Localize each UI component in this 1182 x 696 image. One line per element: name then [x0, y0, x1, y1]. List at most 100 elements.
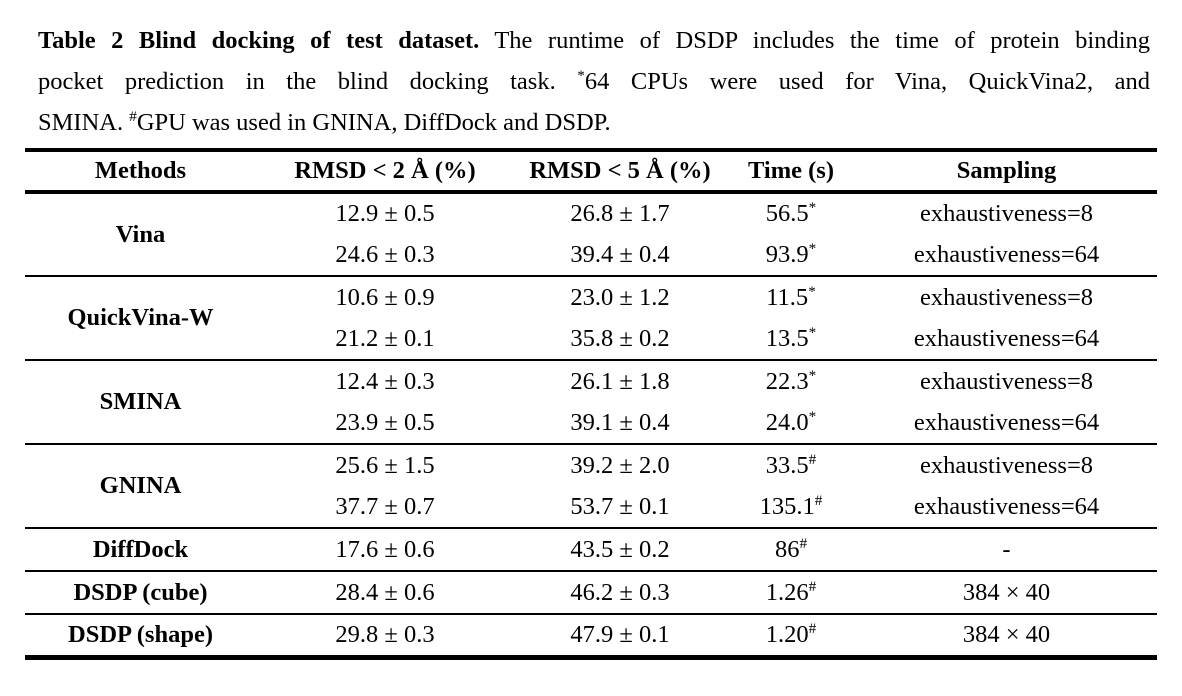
- time-value: 22.3*: [726, 360, 856, 402]
- rmsd2-value: 24.6 ± 0.3: [335, 240, 435, 268]
- rmsd5-value: 35.8 ± 0.2: [570, 324, 670, 352]
- caption-title: Table 2 Blind docking of test dataset.: [38, 27, 480, 54]
- cpu-footnote-marker: *: [808, 282, 816, 300]
- gpu-footnote-marker: #: [799, 534, 808, 552]
- table-row: 23.9 ± 0.5 39.1 ± 0.4 24.0* exhaustivene…: [25, 402, 1157, 444]
- time-number: 13.5: [765, 324, 809, 352]
- cpu-footnote-marker: *: [808, 366, 817, 384]
- rmsd2-value: 21.2 ± 0.1: [335, 324, 435, 352]
- method-name-diffdock: DiffDock: [92, 535, 189, 563]
- sampling-value: exhaustiveness=64: [913, 492, 1100, 520]
- table-row: DSDP (cube) 28.4 ± 0.6 46.2 ± 0.3 1.26# …: [25, 571, 1157, 614]
- cpu-footnote-marker: *: [808, 239, 817, 257]
- method-name-vina: Vina: [115, 220, 166, 248]
- sampling-value: exhaustiveness=64: [913, 324, 1100, 352]
- asterisk-footnote-marker: *: [577, 66, 585, 84]
- table-row: GNINA 25.6 ± 1.5 39.2 ± 2.0 33.5# exhaus…: [25, 444, 1157, 499]
- rmsd5-value: 53.7 ± 0.1: [570, 492, 670, 520]
- col-header-rmsd5: RMSD < 5 Å (%): [514, 150, 726, 194]
- cpu-footnote-marker: *: [808, 323, 817, 341]
- group-vina: Vina 12.9 ± 0.5 26.8 ± 1.7 56.5* exhaust…: [25, 192, 1157, 276]
- time-value: 33.5#: [726, 444, 856, 486]
- rmsd2-value: 12.9 ± 0.5: [335, 200, 435, 227]
- rmsd5-value: 23.0 ± 1.2: [570, 283, 670, 311]
- gpu-footnote-marker: #: [808, 619, 817, 637]
- rmsd5-value: 26.8 ± 1.7: [570, 200, 670, 227]
- col-header-time: Time (s): [726, 150, 856, 194]
- rmsd5-value: 46.2 ± 0.3: [570, 578, 670, 606]
- time-number: 33.5: [765, 451, 809, 479]
- gpu-footnote-marker: #: [808, 577, 817, 595]
- rmsd2-value: 29.8 ± 0.3: [335, 620, 435, 648]
- table-row: QuickVina-W 10.6 ± 0.9 23.0 ± 1.2 11.5* …: [25, 276, 1157, 331]
- rmsd2-value: 37.7 ± 0.7: [335, 492, 435, 520]
- table-row: 37.7 ± 0.7 53.7 ± 0.1 135.1# exhaustiven…: [25, 486, 1157, 528]
- results-table: Methods RMSD < 2 Å (%) RMSD < 5 Å (%) Ti…: [25, 148, 1157, 660]
- time-value: 1.20#: [726, 614, 856, 657]
- col-header-sampling: Sampling: [856, 150, 1157, 194]
- method-name-dsdp-cube: DSDP (cube): [73, 578, 208, 606]
- time-number: 22.3: [765, 367, 809, 395]
- method-name-gnina: GNINA: [99, 472, 182, 499]
- time-value: 13.5*: [726, 318, 856, 360]
- caption-line-3: SMINA. #GPU was used in GNINA, DiffDock …: [38, 102, 1150, 143]
- sampling-value: exhaustiveness=8: [919, 451, 1094, 479]
- rmsd5-value: 39.4 ± 0.4: [570, 240, 670, 268]
- caption-text-1: The runtime of DSDP includes the time of…: [479, 27, 1151, 54]
- col-header-rmsd2: RMSD < 2 Å (%): [256, 150, 514, 194]
- sampling-value: exhaustiveness=8: [919, 200, 1094, 227]
- group-dsdp-shape: DSDP (shape) 29.8 ± 0.3 47.9 ± 0.1 1.20#…: [25, 614, 1157, 657]
- time-number: 86: [774, 535, 800, 563]
- caption-line-2: pocket prediction in the blind docking t…: [38, 61, 1150, 102]
- time-value: 135.1#: [726, 486, 856, 528]
- hash-footnote-marker: #: [129, 107, 137, 125]
- time-value: 1.26#: [726, 571, 856, 614]
- sampling-value: exhaustiveness=64: [913, 240, 1100, 268]
- gpu-footnote-marker: #: [808, 450, 817, 468]
- table-row: 24.6 ± 0.3 39.4 ± 0.4 93.9* exhaustivene…: [25, 234, 1157, 276]
- table-row: SMINA 12.4 ± 0.3 26.1 ± 1.8 22.3* exhaus…: [25, 360, 1157, 415]
- method-name-dsdp-shape: DSDP (shape): [68, 620, 213, 648]
- caption-text-4: SMINA.: [38, 109, 130, 136]
- time-number: 1.26: [765, 578, 809, 606]
- rmsd2-value: 17.6 ± 0.6: [335, 535, 435, 563]
- rmsd5-value: 39.2 ± 2.0: [570, 451, 670, 479]
- cpu-footnote-marker: *: [808, 198, 817, 216]
- caption-text-5: GPU was used in GNINA, DiffDock and DSDP…: [136, 109, 611, 136]
- table-row: 21.2 ± 0.1 35.8 ± 0.2 13.5* exhaustivene…: [25, 318, 1157, 360]
- cpu-footnote-marker: *: [808, 407, 817, 425]
- time-number: 56.5: [765, 200, 809, 227]
- gpu-footnote-marker: #: [814, 491, 823, 509]
- rmsd2-value: 23.9 ± 0.5: [335, 408, 435, 436]
- caption-text-3: 64 CPUs were used for Vina, QuickVina2, …: [584, 68, 1150, 95]
- time-number: 24.0: [765, 408, 809, 436]
- sampling-value: exhaustiveness=8: [919, 367, 1094, 395]
- group-dsdp-cube: DSDP (cube) 28.4 ± 0.6 46.2 ± 0.3 1.26# …: [25, 571, 1157, 614]
- time-value: 11.5*: [726, 276, 856, 318]
- rmsd2-value: 28.4 ± 0.6: [335, 578, 435, 606]
- time-value: 86#: [726, 528, 856, 571]
- header-row: Methods RMSD < 2 Å (%) RMSD < 5 Å (%) Ti…: [25, 150, 1157, 194]
- caption-line-1: Table 2 Blind docking of test dataset. T…: [38, 20, 1150, 61]
- rmsd2-value: 12.4 ± 0.3: [335, 367, 435, 395]
- time-number: 93.9: [765, 240, 809, 268]
- method-name-smina: SMINA: [99, 388, 182, 415]
- caption-text-2: pocket prediction in the blind docking t…: [38, 68, 578, 95]
- sampling-value: 384 × 40: [962, 578, 1051, 606]
- group-quickvina-w: QuickVina-W 10.6 ± 0.9 23.0 ± 1.2 11.5* …: [25, 276, 1157, 360]
- table-row: DSDP (shape) 29.8 ± 0.3 47.9 ± 0.1 1.20#…: [25, 614, 1157, 657]
- sampling-value: exhaustiveness=64: [913, 408, 1100, 436]
- time-value: 24.0*: [726, 402, 856, 444]
- table-row: Vina 12.9 ± 0.5 26.8 ± 1.7 56.5* exhaust…: [25, 192, 1157, 248]
- rmsd5-value: 39.1 ± 0.4: [570, 408, 670, 436]
- rmsd5-value: 47.9 ± 0.1: [570, 620, 670, 648]
- group-smina: SMINA 12.4 ± 0.3 26.1 ± 1.8 22.3* exhaus…: [25, 360, 1157, 444]
- table-header: Methods RMSD < 2 Å (%) RMSD < 5 Å (%) Ti…: [25, 150, 1157, 194]
- results-table-container: Methods RMSD < 2 Å (%) RMSD < 5 Å (%) Ti…: [25, 148, 1157, 660]
- sampling-value: exhaustiveness=8: [919, 283, 1094, 311]
- time-number: 135.1: [759, 492, 815, 520]
- group-diffdock: DiffDock 17.6 ± 0.6 43.5 ± 0.2 86# -: [25, 528, 1157, 571]
- method-name-quickvina-w: QuickVina-W: [67, 304, 214, 331]
- rmsd5-value: 43.5 ± 0.2: [570, 535, 670, 563]
